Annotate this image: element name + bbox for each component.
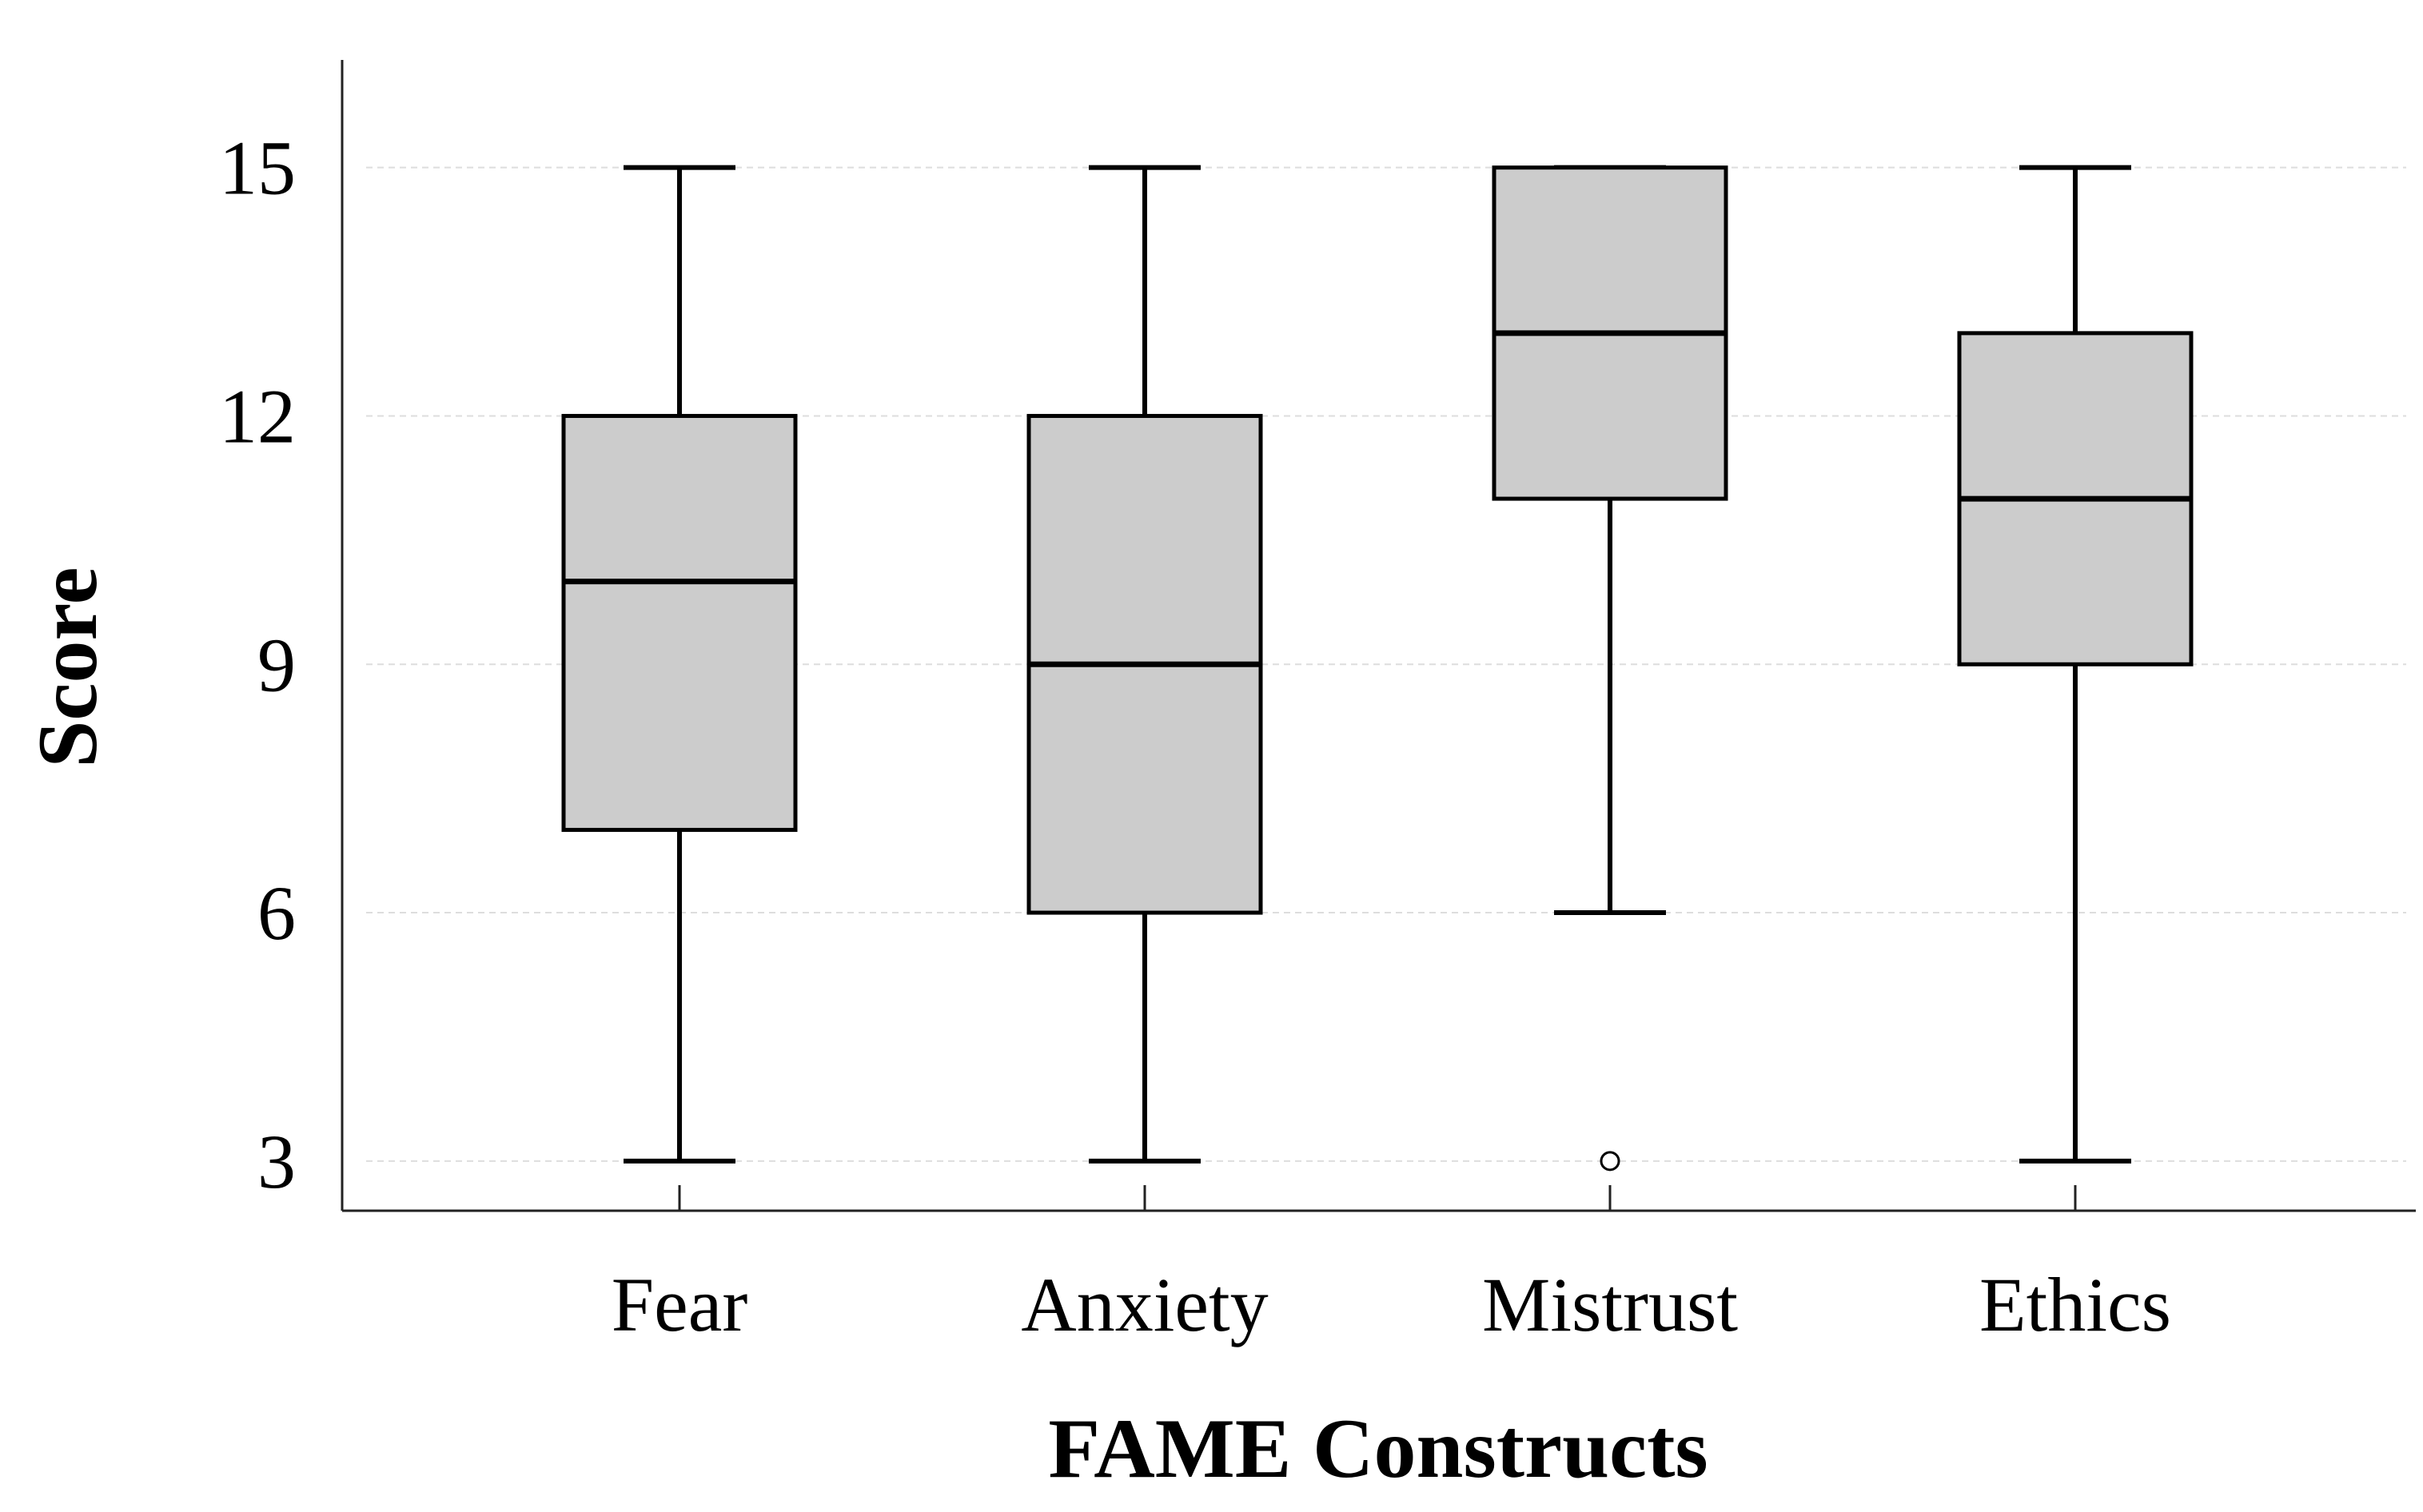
box-mistrust	[1492, 165, 1728, 1172]
y-tick-label: 6	[257, 870, 296, 956]
boxes	[561, 165, 2194, 1172]
x-tick-label: Fear	[612, 1262, 748, 1347]
axes	[341, 60, 2416, 1212]
y-tick-label: 3	[257, 1119, 296, 1204]
outlier-point	[1600, 1151, 1620, 1172]
x-axis-ticks: Fear Anxiety Mistrust Ethics	[612, 1185, 2171, 1347]
y-tick-label: 12	[219, 373, 296, 459]
y-axis-title: Score	[21, 567, 114, 767]
x-tick-label: Ethics	[1979, 1262, 2171, 1347]
box-ethics	[1957, 165, 2194, 1164]
x-tick-label: Mistrust	[1482, 1262, 1738, 1347]
y-tick-label: 15	[219, 125, 296, 211]
x-axis-title: FAME Constructs	[1048, 1402, 1708, 1495]
box-fear	[561, 165, 798, 1164]
y-axis-ticks: 3 6 9 12 15	[219, 125, 296, 1204]
x-tick-label: Anxiety	[1021, 1262, 1268, 1347]
y-tick-label: 9	[257, 622, 296, 707]
box-iqr	[561, 413, 798, 832]
box-anxiety	[1026, 165, 1263, 1164]
